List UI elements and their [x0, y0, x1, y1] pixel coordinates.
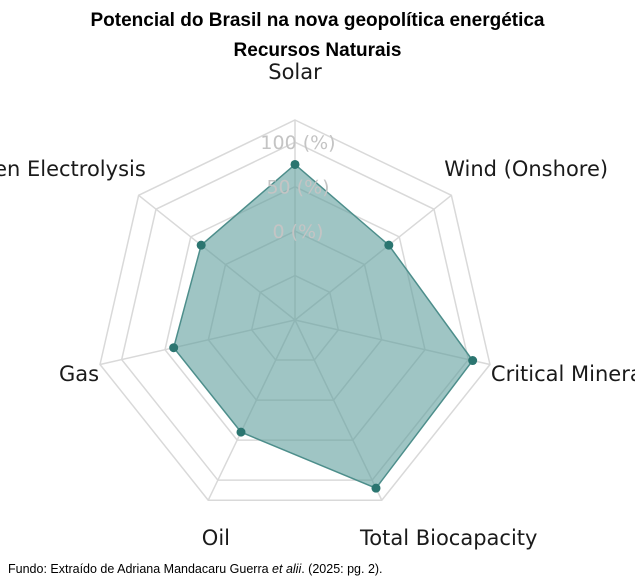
tick-label: 100 (%)	[260, 132, 335, 154]
axis-label: Solar	[268, 60, 322, 84]
data-area	[172, 163, 474, 490]
axis-label: Green Electrolysis	[0, 157, 146, 181]
source-prefix: Fundo: Extraído de Adriana Mandacaru Gue…	[8, 562, 273, 576]
grid-ring	[120, 141, 470, 481]
axis-label: Critical Mineral	[491, 362, 635, 386]
data-point	[236, 427, 246, 437]
source-suffix: . (2025: pg. 2).	[301, 562, 383, 576]
data-point	[371, 483, 381, 493]
data-point	[290, 159, 300, 169]
source-note: Fundo: Extraído de Adriana Mandacaru Gue…	[8, 562, 383, 576]
axis-label: Oil	[202, 526, 230, 550]
data-point	[468, 356, 478, 366]
tick-label: 0 (%)	[272, 221, 323, 243]
axis-label: Total Biocapacity	[359, 526, 537, 550]
series-area	[172, 163, 474, 490]
chart-subtitle: Recursos Naturais	[233, 40, 402, 61]
data-point	[384, 240, 394, 250]
data-points	[169, 159, 478, 493]
source-italic: et alii	[272, 562, 302, 576]
grid-ring	[99, 119, 491, 501]
axis-label: Wind (Onshore)	[444, 157, 608, 181]
data-point	[196, 240, 206, 250]
axis-labels: Solar Wind (Onshore) Critical Mineral Total…	[0, 60, 635, 550]
tick-label: 50 (%)	[266, 177, 329, 199]
chart-title: Potencial do Brasil na nova geopolítica …	[90, 10, 545, 31]
axis-label: Gas	[59, 362, 99, 386]
tick-labels: 0 (%) 50 (%) 100 (%)	[260, 132, 335, 243]
data-point	[169, 343, 179, 353]
